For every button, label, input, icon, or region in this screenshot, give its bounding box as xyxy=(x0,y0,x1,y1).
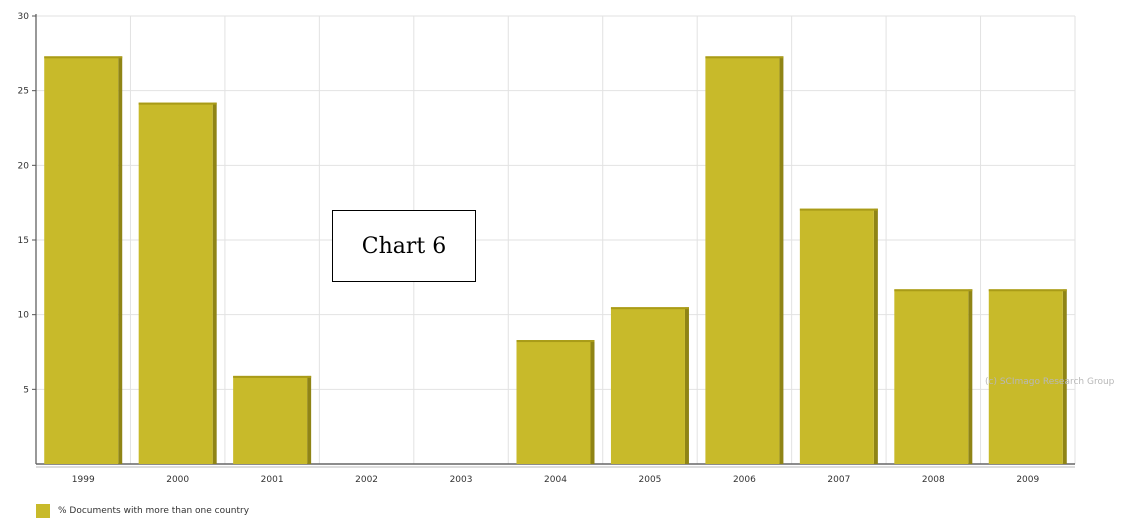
y-tick-label: 25 xyxy=(18,87,29,97)
grid-lines xyxy=(36,15,1076,464)
bar-side xyxy=(590,340,595,464)
y-axis-ticks: 5 10 15 20 25 30 xyxy=(18,12,36,395)
bar-side xyxy=(873,208,878,464)
bar-top xyxy=(516,340,595,343)
legend: % Documents with more than one country xyxy=(36,504,249,518)
x-tick-label: 2005 xyxy=(639,475,662,485)
bar-top xyxy=(138,102,217,105)
bar-top xyxy=(233,375,312,378)
x-tick-label: 2001 xyxy=(261,475,284,485)
bar xyxy=(44,56,119,464)
legend-swatch xyxy=(36,504,50,518)
y-tick-label: 30 xyxy=(18,12,30,22)
bar-top xyxy=(44,56,123,59)
bar-top xyxy=(610,307,689,310)
chart-label: Chart 6 xyxy=(361,233,447,259)
x-tick-label: 1999 xyxy=(72,475,95,485)
bar-side xyxy=(1062,289,1067,464)
x-tick-label: 2000 xyxy=(166,475,189,485)
bar xyxy=(610,307,685,464)
chart-label-box: Chart 6 xyxy=(332,210,476,282)
y-tick-label: 5 xyxy=(23,385,29,395)
y-tick-label: 20 xyxy=(18,161,30,171)
y-tick-label: 15 xyxy=(18,236,29,246)
bar xyxy=(799,208,874,464)
bar-side xyxy=(307,375,312,464)
bars xyxy=(44,56,1067,464)
x-tick-label: 2007 xyxy=(827,475,850,485)
x-tick-label: 2008 xyxy=(922,475,945,485)
bar xyxy=(138,102,213,464)
y-tick-label: 10 xyxy=(18,311,30,321)
bar-top xyxy=(705,56,784,59)
x-tick-label: 2006 xyxy=(733,475,756,485)
bar xyxy=(988,289,1063,464)
bar-side xyxy=(118,56,123,464)
x-axis-ticks: 1999 2000 2001 2002 2003 2004 2005 2006 2007 2008… xyxy=(72,475,1040,485)
bar-top xyxy=(799,208,878,211)
x-tick-label: 2002 xyxy=(355,475,378,485)
bar-top xyxy=(988,289,1067,292)
legend-label: % Documents with more than one country xyxy=(58,506,250,516)
bar xyxy=(516,340,591,464)
bar-side xyxy=(684,307,689,464)
bar xyxy=(233,375,308,464)
bar xyxy=(705,56,780,464)
bar-side xyxy=(779,56,784,464)
bar-top xyxy=(894,289,973,292)
x-tick-label: 2003 xyxy=(450,475,473,485)
bar-side xyxy=(968,289,973,464)
bar xyxy=(894,289,969,464)
x-tick-label: 2004 xyxy=(544,475,567,485)
watermark: (c) SCImago Research Group xyxy=(985,377,1115,387)
x-tick-label: 2009 xyxy=(1016,475,1039,485)
bar-side xyxy=(212,102,217,464)
